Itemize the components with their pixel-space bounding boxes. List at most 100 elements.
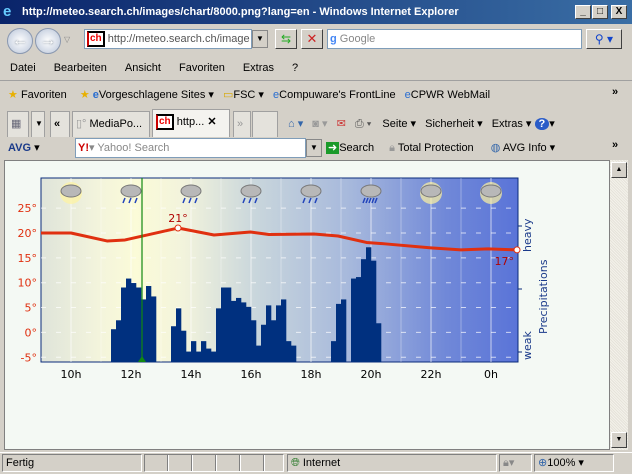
home-icon[interactable]: ⌂ ▾ bbox=[288, 118, 304, 130]
raindrop bbox=[248, 197, 252, 204]
menu-help[interactable]: ? bbox=[292, 62, 299, 74]
page-menu[interactable]: Seite ▾ bbox=[382, 118, 417, 130]
precipitation-bar bbox=[226, 287, 232, 362]
precipitation-bar bbox=[141, 299, 147, 362]
menu-extras[interactable]: Extras bbox=[242, 62, 275, 74]
tab-active[interactable]: ch http... ✕ bbox=[152, 109, 230, 137]
history-dropdown-icon[interactable]: ▽ bbox=[64, 35, 71, 44]
maximize-button[interactable]: □ bbox=[592, 5, 608, 19]
yahoo-search-box[interactable]: Y!▾ Yahoo! Search bbox=[75, 138, 306, 158]
raindrop bbox=[182, 197, 186, 204]
help-dropdown-icon[interactable]: ▾ bbox=[549, 118, 555, 130]
scroll-up-button[interactable]: ▲ bbox=[611, 162, 627, 178]
help-icon[interactable]: ? bbox=[534, 118, 550, 130]
close-tab-icon[interactable]: ✕ bbox=[207, 116, 217, 128]
vertical-scrollbar[interactable]: ▲ ▼ bbox=[610, 160, 628, 450]
search-box[interactable]: g Google bbox=[327, 29, 582, 49]
ie-page-icon: e bbox=[404, 89, 411, 101]
tab-label: http... bbox=[176, 116, 205, 128]
new-tab-button[interactable] bbox=[252, 111, 278, 137]
precipitation-bar bbox=[151, 296, 157, 362]
x-tick-label: 20h bbox=[361, 368, 382, 381]
mail-icon[interactable]: ✉ bbox=[336, 118, 346, 130]
avg-search-button[interactable]: Search bbox=[339, 142, 375, 154]
safety-menu[interactable]: Sicherheit ▾ bbox=[425, 118, 483, 130]
avg-dropdown-icon[interactable]: ▾ bbox=[34, 142, 40, 154]
stop-icon[interactable]: ✕ bbox=[301, 29, 323, 49]
menu-bearbeiten[interactable]: Bearbeiten bbox=[53, 62, 107, 74]
weather-chart: 21° 17° 25° 20° 15° 10° 5° 0° -5° 10h 12h 14h 16h 18h… bbox=[18, 177, 550, 381]
address-input[interactable]: http://meteo.search.ch/image bbox=[107, 33, 250, 45]
command-bar: ⌂ ▾ ◙ ▾ ✉ ⎙ ▾ Seite ▾ Sicherheit ▾ Extra… bbox=[288, 114, 555, 134]
precipitation-bar bbox=[126, 278, 132, 362]
address-dropdown[interactable]: ▼ bbox=[252, 30, 268, 48]
scroll-down-button[interactable]: ▼ bbox=[611, 432, 627, 448]
avg-toolbar: AVG ▾ bbox=[8, 138, 40, 158]
precipitation-bar bbox=[341, 299, 347, 362]
tab-list-dropdown[interactable]: ▼ bbox=[31, 111, 45, 137]
total-protection-button[interactable]: Total Protection bbox=[397, 142, 474, 154]
raindrop bbox=[254, 197, 258, 204]
precipitation-bar bbox=[121, 287, 127, 362]
x-tick-label: 16h bbox=[241, 368, 262, 381]
tab-scroll-left[interactable]: « bbox=[50, 111, 70, 137]
tools-menu[interactable]: Extras ▾ bbox=[491, 118, 532, 130]
avg-info-button[interactable]: AVG Info ▾ bbox=[502, 142, 556, 154]
add-favorite-icon[interactable]: ★ bbox=[79, 89, 90, 101]
y-tick-label: 25° bbox=[18, 202, 38, 215]
site-favicon: ch bbox=[156, 114, 174, 131]
raindrop bbox=[122, 197, 126, 204]
minimize-button[interactable]: _ bbox=[575, 5, 591, 19]
right-axis-weak: weak bbox=[521, 330, 534, 360]
menu-datei[interactable]: Datei bbox=[10, 62, 36, 74]
fav-webmail[interactable]: CPWR WebMail bbox=[410, 89, 491, 101]
chevron-more-icon[interactable]: » bbox=[612, 86, 619, 98]
close-button[interactable]: X bbox=[611, 5, 627, 19]
precipitation-bar bbox=[256, 345, 262, 362]
x-tick-label: 0h bbox=[484, 368, 498, 381]
temperature-point bbox=[174, 224, 182, 232]
precipitation-bar bbox=[271, 320, 277, 362]
fav-suggested-sites[interactable]: Vorgeschlagene Sites ▾ bbox=[98, 89, 214, 101]
zoom-icon: ⊕ bbox=[538, 457, 548, 469]
sun-cloud-icon bbox=[420, 184, 442, 198]
precipitation-bar bbox=[186, 351, 192, 362]
forward-button[interactable]: → bbox=[35, 28, 61, 54]
menu-ansicht[interactable]: Ansicht bbox=[124, 62, 161, 74]
refresh-icon[interactable]: ⇆ bbox=[275, 29, 297, 49]
yahoo-search-dropdown[interactable]: ▼ bbox=[306, 139, 322, 157]
print-icon[interactable]: ⎙ ▾ bbox=[354, 118, 372, 130]
precipitation-bar bbox=[266, 305, 272, 362]
search-input[interactable]: Google bbox=[339, 33, 376, 45]
chevron-more-icon[interactable]: » bbox=[612, 139, 619, 151]
precipitation-bar bbox=[251, 320, 257, 362]
precipitation-bar bbox=[361, 259, 367, 362]
feeds-icon[interactable]: ◙ ▾ bbox=[312, 118, 328, 130]
precipitation-bar bbox=[196, 351, 202, 362]
temperature-line bbox=[41, 226, 518, 252]
zone-label: Internet bbox=[302, 457, 341, 469]
status-panels bbox=[144, 454, 284, 472]
menu-bar: Datei Bearbeiten Ansicht Favoriten Extras? bbox=[10, 62, 316, 74]
sun-cloud-icon bbox=[60, 184, 82, 198]
back-button[interactable]: ← bbox=[7, 28, 33, 54]
raindrop bbox=[368, 197, 372, 204]
tab-mediapo[interactable]: ▯° MediaPo... bbox=[72, 111, 150, 137]
favorites-button[interactable]: Favoriten bbox=[20, 89, 67, 101]
precipitation-bar bbox=[181, 330, 187, 362]
fav-fsc[interactable]: FSC ▾ bbox=[233, 89, 264, 101]
avg-logo[interactable]: AVG bbox=[8, 142, 32, 154]
window-title: http://meteo.search.ch/images/chart/8000… bbox=[22, 6, 459, 18]
address-bar[interactable]: ch http://meteo.search.ch/image bbox=[84, 29, 252, 49]
quick-tabs-button[interactable]: ▦ bbox=[7, 111, 29, 137]
raindrop bbox=[371, 197, 375, 204]
search-button[interactable]: ⚲ ▾ bbox=[586, 29, 622, 49]
yahoo-search-input[interactable]: Yahoo! Search bbox=[97, 142, 170, 154]
precipitation-bar bbox=[131, 283, 137, 362]
zoom-control[interactable]: ⊕100% ▾ bbox=[534, 454, 614, 472]
fav-frontline[interactable]: Compuware's FrontLine bbox=[279, 89, 396, 101]
tab-scroll-right[interactable]: » bbox=[233, 111, 251, 137]
menu-favoriten[interactable]: Favoriten bbox=[178, 62, 225, 74]
protected-mode-icon[interactable]: 🔒︎▾ bbox=[499, 454, 532, 472]
precipitation-bar bbox=[221, 287, 227, 362]
